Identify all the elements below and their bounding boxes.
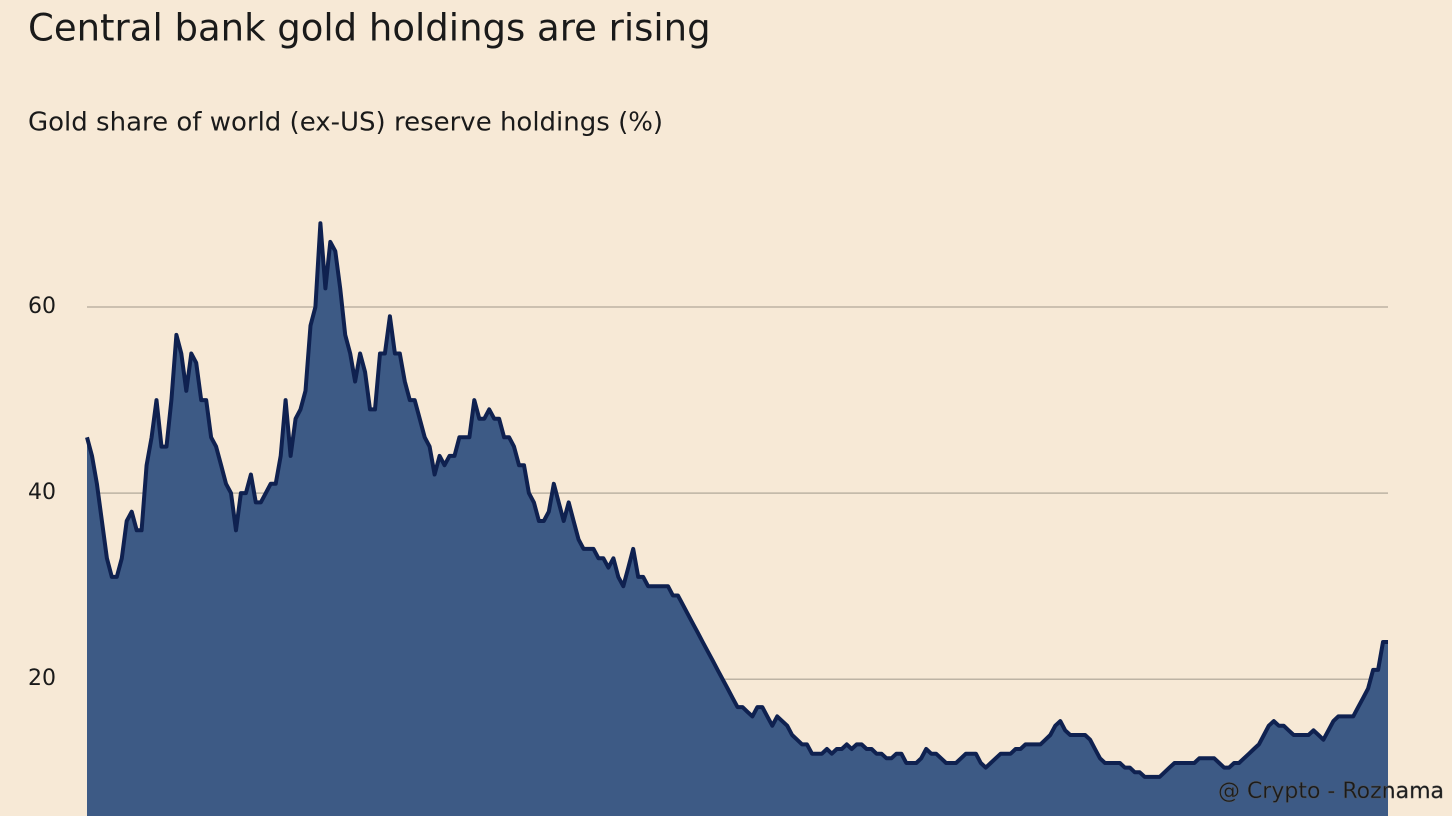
- watermark: @ Crypto - Roznama: [1218, 779, 1444, 804]
- chart-title: Central bank gold holdings are rising: [28, 7, 711, 50]
- y-tick-label: 40: [28, 480, 56, 505]
- area: [87, 223, 1388, 816]
- y-tick-label: 60: [28, 294, 56, 319]
- line: [85, 221, 1388, 779]
- chart-subtitle: Gold share of world (ex-US) reserve hold…: [28, 108, 663, 138]
- y-tick-label: 20: [28, 666, 56, 691]
